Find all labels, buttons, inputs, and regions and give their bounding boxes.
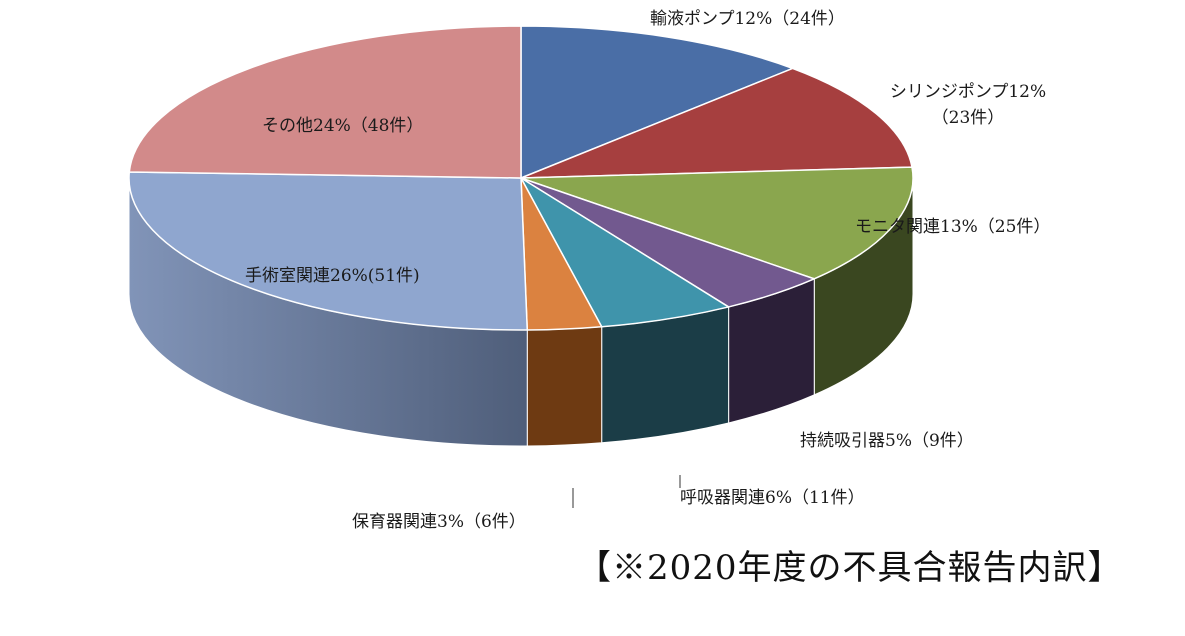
pie-side-incubator (526, 326, 603, 447)
pie-top-faces (128, 25, 914, 331)
slice-label-operating-room: 手術室関連26%(51件) (245, 266, 420, 286)
slice-labels: 輸液ポンプ12%（24件） シリンジポンプ12%（23件） モニタ関連13%（25件… (245, 9, 1050, 532)
slice-label-monitor: モニタ関連13%（25件） (855, 217, 1050, 237)
pie-slice-other (128, 25, 522, 179)
pie-slice-infusion-pump (520, 25, 794, 179)
pie-slice-monitor (520, 166, 914, 280)
slice-label-infusion-pump: 輸液ポンプ12%（24件） (650, 9, 845, 29)
leader-lines (572, 475, 681, 508)
pie-side-respirator (601, 306, 730, 444)
slice-label-respirator: 呼吸器関連6%（11件） (680, 488, 865, 508)
pie-slice-respirator (520, 177, 730, 328)
pie-slice-operating-room (128, 171, 528, 331)
pie-slice-syringe-pump (520, 67, 913, 179)
slice-label-syringe-pump: シリンジポンプ12%（23件） (890, 82, 1046, 128)
slice-label-suction: 持続吸引器5%（9件） (800, 431, 974, 451)
slice-label-incubator: 保育器関連3%（6件） (352, 512, 526, 532)
pie-side-walls (128, 177, 914, 447)
slice-label-other: その他24%（48件） (262, 116, 423, 136)
chart-caption: 【※2020年度の不具合報告内訳】 (577, 548, 1123, 588)
